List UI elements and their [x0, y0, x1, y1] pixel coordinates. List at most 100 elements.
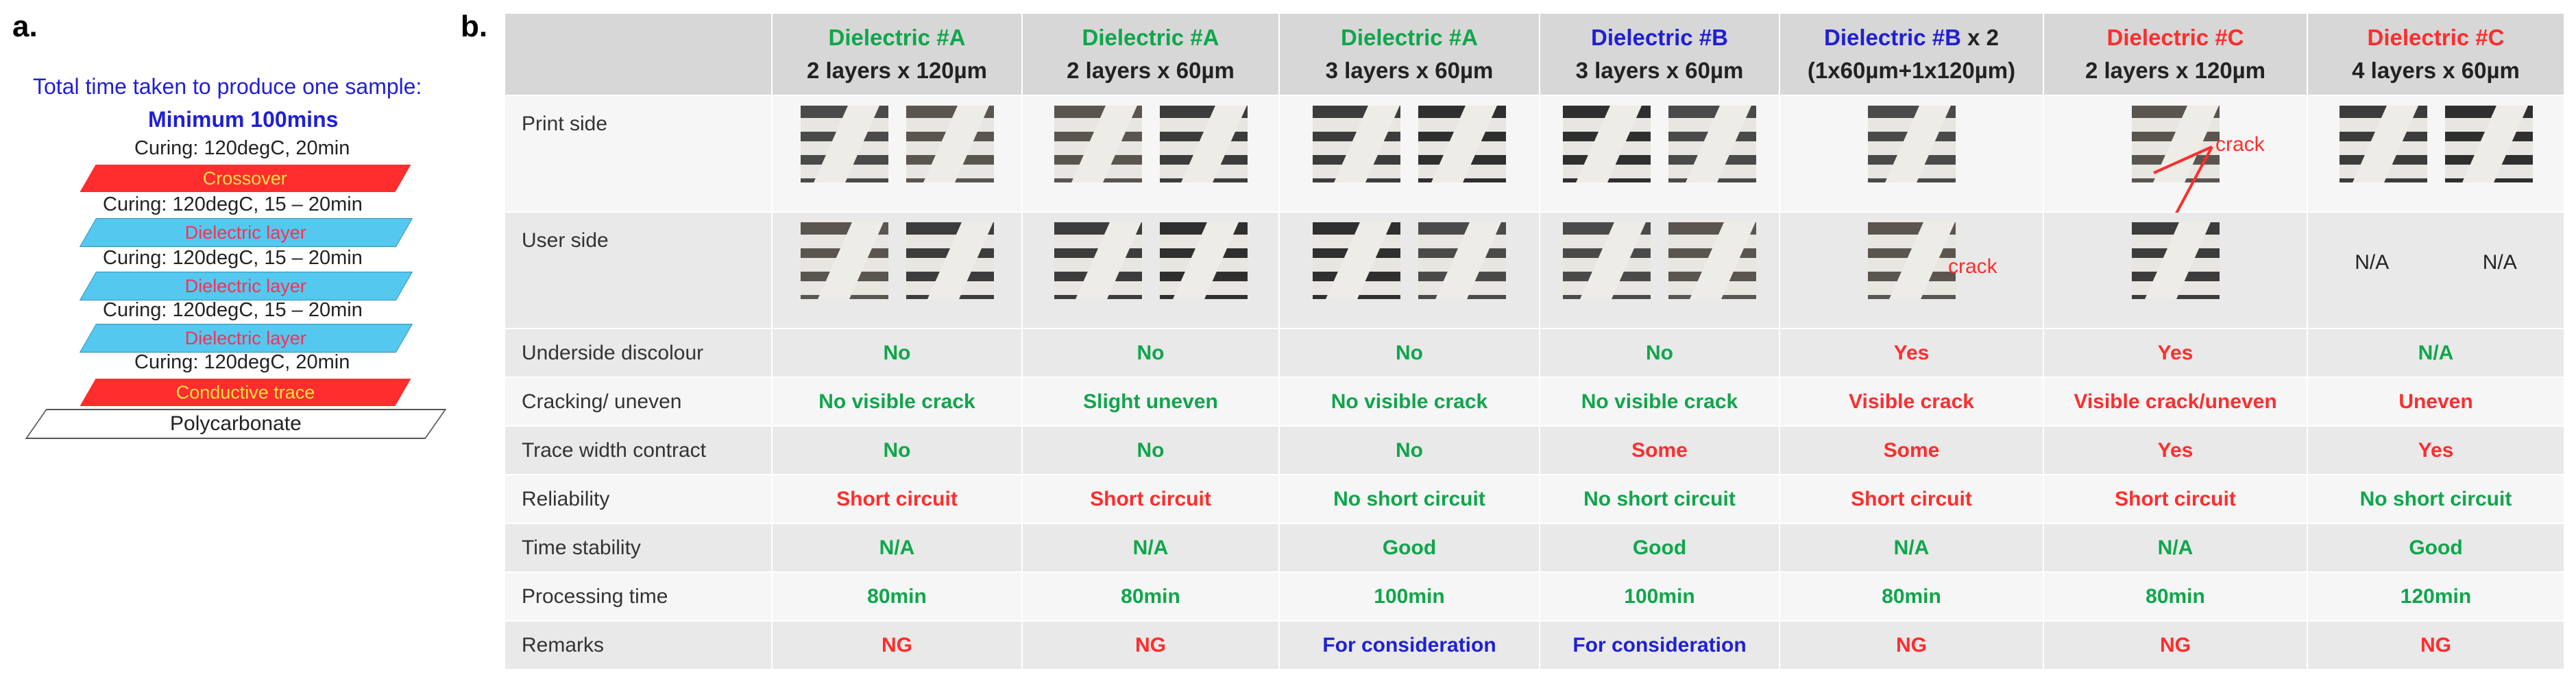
column-material-suffix: x 2	[1960, 25, 1999, 50]
sample-photo	[1867, 222, 1956, 299]
column-material-name: Dielectric #B	[1591, 25, 1728, 50]
photo-pair	[1023, 96, 1278, 182]
dielectric-layer-1-label: Dielectric layer	[185, 222, 307, 243]
row-label: User side	[504, 211, 773, 329]
dielectric-layer-1: Dielectric layer	[79, 218, 413, 247]
sample-photo	[1313, 106, 1400, 182]
not-available-text: N/A	[2482, 251, 2517, 274]
sample-photo	[1418, 222, 1506, 299]
table-row: Reliability Short circuit Short circuit No …	[504, 474, 2565, 524]
header-corner	[504, 12, 773, 96]
photo-pair	[1780, 96, 2043, 182]
table-cell: 80min	[1779, 571, 2044, 621]
row-label: Print side	[504, 95, 773, 213]
polycarbonate-layer: Polycarbonate	[25, 409, 447, 439]
column-material-name: Dielectric #C	[2367, 25, 2505, 50]
photo-cell: crack	[2043, 95, 2308, 256]
photo-cell: N/A N/A	[2307, 211, 2565, 329]
column-material-name: Dielectric #A	[828, 25, 966, 50]
column-layer-spec: 3 layers x 60µm	[1325, 58, 1494, 83]
column-header-6: Dielectric #C 2 layers x 120µm	[2043, 12, 2308, 96]
table-cell: No	[1021, 425, 1280, 475]
photo-cell	[1021, 95, 1280, 213]
table-cell: No visible crack	[1278, 377, 1540, 427]
row-label: Processing time	[504, 571, 773, 621]
photo-cell	[1539, 95, 1780, 213]
row-label: Underside discolour	[504, 328, 773, 378]
table-cell: NG	[1779, 620, 2044, 670]
table-cell: Short circuit	[1021, 474, 1280, 524]
sample-photo	[1563, 106, 1651, 182]
photo-pair	[1280, 213, 1539, 299]
polycarbonate-label: Polycarbonate	[170, 412, 302, 435]
column-layer-spec: 2 layers x 60µm	[1067, 58, 1235, 83]
dielectric-layer-3: Dielectric layer	[79, 324, 413, 353]
table-row: Processing time 80min 80min 100min 100min 80m…	[504, 571, 2565, 621]
header-row: Dielectric #A 2 layers x 120µm Dielectric …	[504, 12, 2565, 96]
sample-photo	[2339, 106, 2427, 182]
sample-photo	[1159, 222, 1248, 299]
column-layer-spec: 2 layers x 120µm	[2085, 58, 2266, 83]
table-row: Cracking/ uneven No visible crack Slight u…	[504, 377, 2565, 427]
column-layer-spec: 3 layers x 60µm	[1575, 58, 1744, 83]
panel-a-label: a.	[12, 10, 38, 43]
table-cell: No short circuit	[1278, 474, 1540, 524]
table-cell: 120min	[2307, 571, 2565, 621]
conductive-trace-label: Conductive trace	[175, 381, 315, 403]
sample-photo	[1054, 222, 1142, 299]
photo-pair	[1780, 213, 2043, 299]
sample-photo	[1563, 222, 1651, 299]
table-row: Remarks NG NG For consideration For consider…	[504, 620, 2565, 670]
sample-photo	[1867, 106, 1956, 182]
row-label: Trace width contract	[504, 425, 773, 475]
photo-cell: crack	[1779, 211, 2044, 329]
photo-pair	[2044, 213, 2307, 299]
photo-pair	[2308, 96, 2564, 182]
table-cell: For consideration	[1278, 620, 1540, 670]
curing-step-5: Curing: 120degC, 20min	[134, 351, 350, 373]
table-cell: NG	[1021, 620, 1280, 670]
column-material-name: Dielectric #A	[1082, 25, 1219, 50]
table-cell: No visible crack	[1539, 377, 1780, 427]
table-cell: Visible crack	[1779, 377, 2044, 427]
table-cell: NG	[2043, 620, 2308, 670]
column-layer-spec: (1x60µm+1x120µm)	[1807, 58, 2016, 83]
photo-cell	[771, 211, 1023, 329]
curing-step-2: Curing: 120degC, 15 – 20min	[103, 193, 363, 215]
sample-photo	[800, 106, 888, 182]
panel-b-label: b.	[461, 10, 488, 43]
crossover-label: Crossover	[203, 167, 288, 189]
photo-pair	[1540, 213, 1779, 299]
photo-cell	[2307, 95, 2565, 213]
table-cell: N/A	[2043, 523, 2308, 573]
table-cell: Short circuit	[771, 474, 1023, 524]
table-cell: 100min	[1539, 571, 1780, 621]
panel-b-table-container: Dielectric #A 2 layers x 120µm Dielectric …	[504, 12, 2565, 670]
column-header-2: Dielectric #A 2 layers x 60µm	[1021, 12, 1280, 96]
table-cell: No	[1021, 328, 1280, 378]
table-cell: NG	[771, 620, 1023, 670]
table-row: Time stability N/A N/A Good Good N/A N/A Good	[504, 523, 2565, 573]
column-header-4: Dielectric #B 3 layers x 60µm	[1539, 12, 1780, 96]
table-cell: Good	[1539, 523, 1780, 573]
photo-pair	[1023, 213, 1278, 299]
table-cell: No visible crack	[771, 377, 1023, 427]
photo-cell	[1021, 211, 1280, 329]
column-header-3: Dielectric #A 3 layers x 60µm	[1278, 12, 1540, 96]
table-cell: No	[1539, 328, 1780, 378]
table-cell: Uneven	[2307, 377, 2565, 427]
table-cell: No	[1278, 425, 1540, 475]
sample-photo	[1159, 106, 1248, 182]
sample-photo	[2131, 106, 2220, 182]
table-cell: NG	[2307, 620, 2565, 670]
column-layer-spec: 4 layers x 60µm	[2352, 58, 2520, 83]
sample-photo	[2131, 222, 2220, 299]
crack-annotation: crack	[2215, 133, 2265, 156]
row-label: Cracking/ uneven	[504, 377, 773, 427]
column-header-5: Dielectric #B x 2 (1x60µm+1x120µm)	[1779, 12, 2044, 96]
photo-pair	[773, 96, 1021, 182]
table-cell: 80min	[2043, 571, 2308, 621]
sample-photo	[800, 222, 888, 299]
sample-photo	[1054, 106, 1142, 182]
table-cell: No	[771, 328, 1023, 378]
